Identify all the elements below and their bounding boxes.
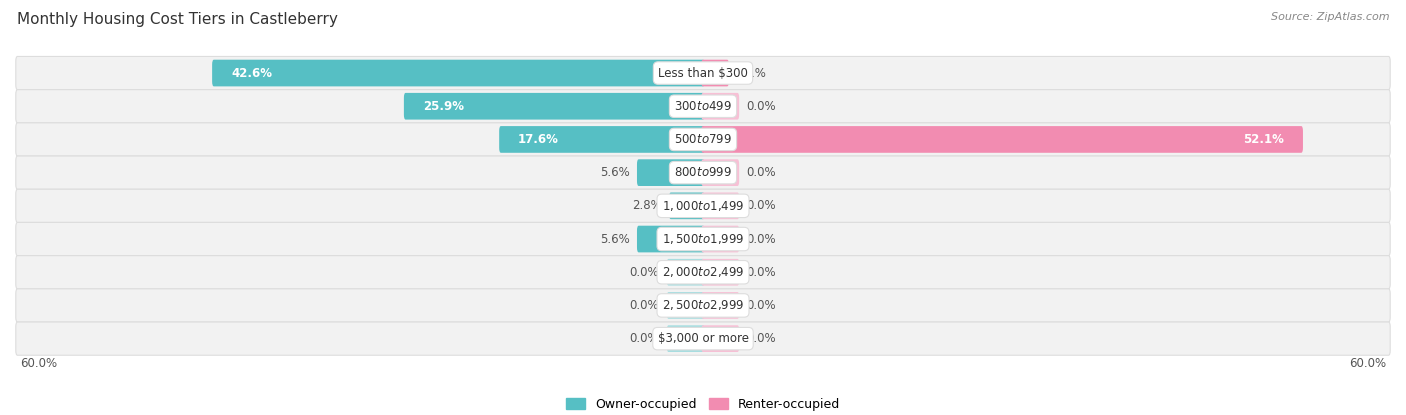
FancyBboxPatch shape — [669, 193, 704, 219]
Legend: Owner-occupied, Renter-occupied: Owner-occupied, Renter-occupied — [561, 393, 845, 415]
Text: 0.0%: 0.0% — [747, 266, 776, 279]
Text: $2,500 to $2,999: $2,500 to $2,999 — [662, 298, 744, 312]
Text: $300 to $499: $300 to $499 — [673, 100, 733, 113]
Text: 0.0%: 0.0% — [630, 332, 659, 345]
FancyBboxPatch shape — [666, 325, 704, 352]
FancyBboxPatch shape — [404, 93, 704, 120]
Text: Less than $300: Less than $300 — [658, 66, 748, 80]
FancyBboxPatch shape — [702, 193, 740, 219]
Text: 0.0%: 0.0% — [630, 299, 659, 312]
Text: 0.0%: 0.0% — [747, 299, 776, 312]
Text: Monthly Housing Cost Tiers in Castleberry: Monthly Housing Cost Tiers in Castleberr… — [17, 12, 337, 27]
Text: $3,000 or more: $3,000 or more — [658, 332, 748, 345]
Text: 0.0%: 0.0% — [747, 332, 776, 345]
FancyBboxPatch shape — [666, 292, 704, 319]
Text: 0.0%: 0.0% — [747, 232, 776, 246]
Text: 0.0%: 0.0% — [747, 199, 776, 212]
FancyBboxPatch shape — [702, 159, 740, 186]
Text: 52.1%: 52.1% — [1243, 133, 1284, 146]
Text: 25.9%: 25.9% — [423, 100, 464, 113]
FancyBboxPatch shape — [15, 123, 1391, 156]
FancyBboxPatch shape — [637, 159, 704, 186]
FancyBboxPatch shape — [15, 222, 1391, 256]
FancyBboxPatch shape — [15, 156, 1391, 189]
FancyBboxPatch shape — [702, 226, 740, 252]
FancyBboxPatch shape — [15, 322, 1391, 355]
Text: 17.6%: 17.6% — [519, 133, 560, 146]
FancyBboxPatch shape — [15, 90, 1391, 123]
FancyBboxPatch shape — [15, 189, 1391, 222]
Text: $1,000 to $1,499: $1,000 to $1,499 — [662, 199, 744, 213]
Text: 60.0%: 60.0% — [1350, 357, 1386, 370]
Text: 2.1%: 2.1% — [737, 66, 766, 80]
Text: 5.6%: 5.6% — [600, 166, 630, 179]
FancyBboxPatch shape — [702, 126, 1303, 153]
FancyBboxPatch shape — [637, 226, 704, 252]
Text: 0.0%: 0.0% — [747, 166, 776, 179]
Text: $500 to $799: $500 to $799 — [673, 133, 733, 146]
FancyBboxPatch shape — [702, 259, 740, 286]
Text: $1,500 to $1,999: $1,500 to $1,999 — [662, 232, 744, 246]
Text: 0.0%: 0.0% — [747, 100, 776, 113]
Text: 5.6%: 5.6% — [600, 232, 630, 246]
Text: 42.6%: 42.6% — [231, 66, 273, 80]
FancyBboxPatch shape — [702, 325, 740, 352]
FancyBboxPatch shape — [702, 292, 740, 319]
FancyBboxPatch shape — [15, 256, 1391, 289]
FancyBboxPatch shape — [499, 126, 704, 153]
FancyBboxPatch shape — [212, 60, 704, 86]
Text: Source: ZipAtlas.com: Source: ZipAtlas.com — [1271, 12, 1389, 22]
Text: 0.0%: 0.0% — [630, 266, 659, 279]
Text: 2.8%: 2.8% — [631, 199, 662, 212]
FancyBboxPatch shape — [666, 259, 704, 286]
Text: $2,000 to $2,499: $2,000 to $2,499 — [662, 265, 744, 279]
FancyBboxPatch shape — [702, 93, 740, 120]
Text: $800 to $999: $800 to $999 — [673, 166, 733, 179]
FancyBboxPatch shape — [15, 56, 1391, 90]
Text: 60.0%: 60.0% — [20, 357, 56, 370]
FancyBboxPatch shape — [702, 60, 728, 86]
FancyBboxPatch shape — [15, 289, 1391, 322]
